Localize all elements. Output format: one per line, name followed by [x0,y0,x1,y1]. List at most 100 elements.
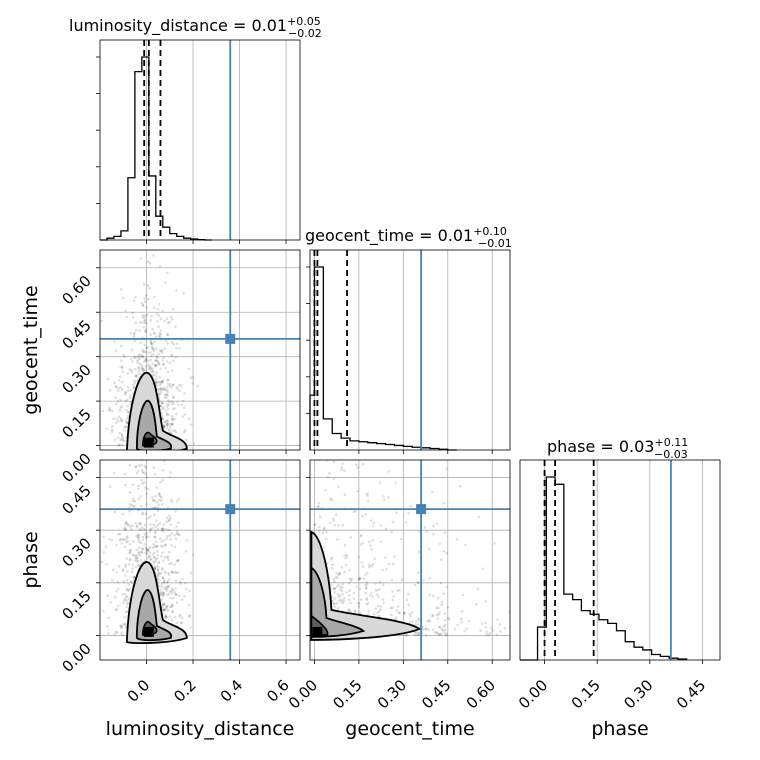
sample-point [133,355,136,359]
sample-point [154,544,158,548]
sample-point [360,533,363,537]
grid-lines [314,250,493,450]
sample-point [163,543,167,547]
sample-point [143,300,147,303]
sample-point [327,442,330,445]
sample-point [177,594,181,598]
sample-point [114,384,118,388]
sample-point [456,623,459,627]
sample-point [171,359,175,362]
sample-point [134,565,138,569]
sample-point [119,344,123,348]
sample-point [438,633,441,636]
sample-point [445,633,448,637]
sample-point [159,480,162,484]
y-tick-label: 0.30 [58,361,94,397]
sample-point [160,568,164,571]
sample-point [184,550,188,553]
sample-point [136,559,140,563]
sample-point [122,599,126,602]
sample-point [122,580,126,583]
sample-point [337,524,340,527]
sample-point [149,515,152,518]
sample-point [153,364,157,368]
sample-point [165,615,168,619]
sample-point [343,554,346,558]
sample-point [162,578,166,582]
sample-point [137,538,140,542]
sample-point [141,316,145,320]
sample-point [144,486,147,490]
sample-point [381,568,385,572]
sample-point [160,527,164,530]
sample-point [347,581,351,585]
sample-point [120,627,123,630]
sample-point [136,469,140,473]
sample-point [152,498,155,502]
sample-point [166,370,170,374]
sample-point [126,421,129,425]
sample-point [174,587,177,591]
sample-point [135,525,139,528]
sample-point [138,528,141,531]
sample-point [189,376,193,379]
sample-point [485,630,488,634]
sample-point [163,424,166,428]
sample-point [460,620,463,624]
sample-point [155,486,159,489]
sample-point [159,592,162,596]
sample-point [125,595,129,598]
sample-point [170,570,173,573]
sample-point [425,620,429,623]
sample-point [120,433,124,437]
sample-point [143,313,146,317]
sample-point [122,538,126,542]
sample-point [149,523,152,526]
sample-point [159,591,163,594]
sample-point [416,581,420,585]
sample-point [175,601,179,604]
sample-point [391,520,395,524]
sample-point [163,616,167,620]
sample-point [313,523,317,526]
sample-point [191,553,195,557]
sample-point [348,577,352,580]
sample-point [154,358,158,362]
sample-point [170,402,174,406]
sample-point [389,606,393,610]
sample-point [115,417,119,421]
sample-point [172,342,176,346]
sample-point [390,578,394,582]
sample-point [179,621,183,625]
sample-point [135,553,139,557]
sample-point [168,590,172,593]
sample-point [442,625,446,628]
sample-point [108,537,111,541]
sample-point [171,307,175,311]
sample-point [146,345,149,349]
sample-point [146,487,150,491]
sample-point [156,577,159,581]
sample-point [407,511,410,515]
sample-point [145,321,148,325]
sample-point [116,436,120,439]
sample-point [180,621,183,624]
sample-point [322,455,325,458]
sample-point [436,617,440,620]
sample-point [160,598,163,601]
sample-point [140,367,144,371]
sample-point [329,557,333,561]
sample-point [104,545,108,549]
sample-point [168,528,172,532]
sample-point [156,557,159,560]
sample-point [164,366,167,370]
sample-point [143,532,147,536]
sample-point [349,610,352,613]
sample-point [152,295,156,299]
sample-point [153,499,157,503]
sample-point [165,386,169,389]
sample-point [132,576,136,580]
sample-point [152,306,156,309]
sample-point [123,615,127,619]
sample-point [129,503,132,506]
